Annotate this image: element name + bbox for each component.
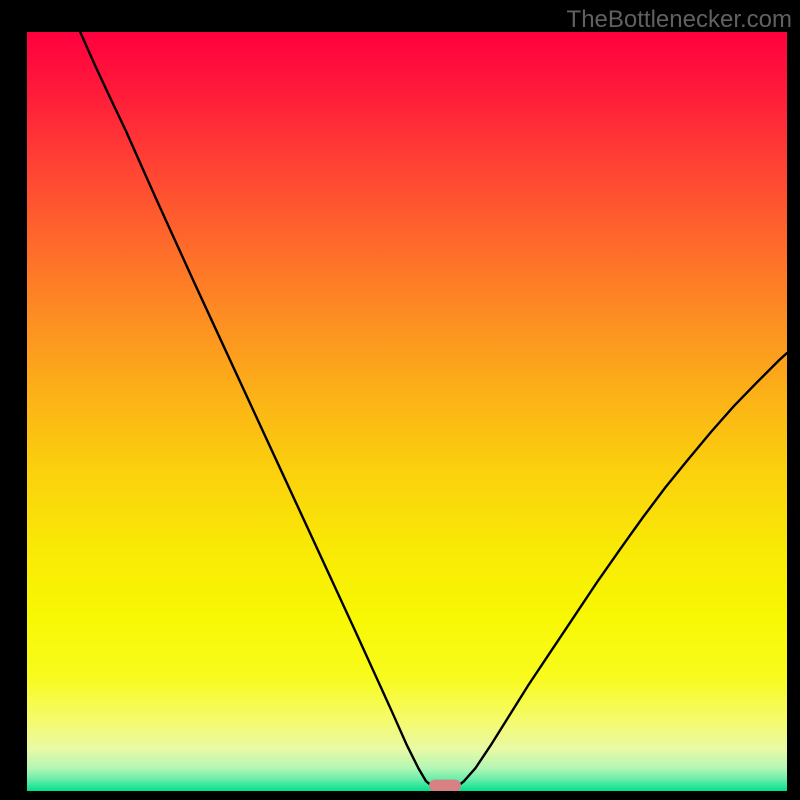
gradient-background <box>27 32 787 791</box>
plot-area <box>27 32 787 791</box>
sweet-spot-marker <box>429 780 461 791</box>
watermark-text: TheBottlenecker.com <box>567 6 792 34</box>
chart-frame: TheBottlenecker.com <box>0 0 800 800</box>
chart-svg <box>27 32 787 791</box>
